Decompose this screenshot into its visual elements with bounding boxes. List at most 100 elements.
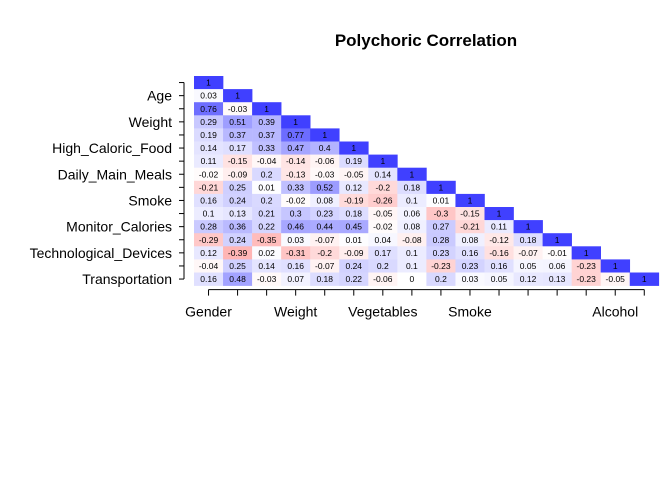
cell-value-label: 0.03 <box>287 235 304 245</box>
heatmap-cell <box>194 128 224 142</box>
cell-value-label: -0.23 <box>576 274 596 284</box>
heatmap-cell <box>252 246 282 260</box>
cell-value-label: -0.03 <box>315 169 335 179</box>
heatmap-cell <box>339 272 369 286</box>
heatmap-cell <box>426 259 456 273</box>
y-tick-label: Smoke <box>128 192 172 208</box>
cell-value-label: -0.39 <box>228 248 248 258</box>
cell-value-label: 0.22 <box>258 222 275 232</box>
x-tick-label: Smoke <box>448 304 492 320</box>
cell-value-label: 0.27 <box>433 222 450 232</box>
heatmap-cell <box>513 220 543 234</box>
cell-value-label: 0.12 <box>200 248 217 258</box>
heatmap-cell <box>310 246 340 260</box>
heatmap-cell <box>281 115 311 129</box>
heatmap-cell <box>368 246 398 260</box>
cell-value-label: 0.14 <box>375 169 392 179</box>
heatmap-cell <box>426 193 456 208</box>
cell-value-label: -0.31 <box>286 248 306 258</box>
cell-value-label: 0.23 <box>462 261 479 271</box>
heatmap-cell <box>310 154 340 168</box>
heatmap-cell <box>223 154 253 168</box>
cell-value-label: 0.19 <box>200 130 217 140</box>
heatmap-cell <box>310 141 340 155</box>
heatmap-cell <box>397 207 427 221</box>
cell-value-label: -0.09 <box>344 248 364 258</box>
heatmap-cell <box>310 167 340 182</box>
cell-value-label: 0.06 <box>549 261 566 271</box>
y-tick-label: Daily_Main_Meals <box>58 166 172 182</box>
cell-value-label: -0.06 <box>315 156 335 166</box>
cell-value-label: 0.1 <box>406 195 418 205</box>
heatmap-cell <box>397 220 427 234</box>
heatmap-cell <box>339 220 369 234</box>
cell-value-label: 0.16 <box>200 195 217 205</box>
cell-value-label: -0.12 <box>489 235 509 245</box>
cell-value-label: 1 <box>584 248 589 258</box>
cell-value-label: 0.18 <box>404 182 421 192</box>
cell-value-label: 0.33 <box>258 143 275 153</box>
cell-value-label: 0.18 <box>316 274 333 284</box>
heatmap-cell <box>194 167 224 182</box>
cell-value-label: 0.52 <box>316 182 333 192</box>
cell-value-label: -0.21 <box>460 222 480 232</box>
heatmap-cell <box>223 220 253 234</box>
cell-value-label: -0.04 <box>199 261 219 271</box>
cell-value-label: 0.07 <box>287 274 304 284</box>
heatmap-cell <box>484 220 514 234</box>
x-tick-label: Gender <box>185 304 232 320</box>
cell-value-label: 0.1 <box>203 209 215 219</box>
cell-value-label: -0.15 <box>460 209 480 219</box>
heatmap-cell <box>310 259 340 273</box>
cell-value-label: 1 <box>439 182 444 192</box>
cell-value-label: 0.36 <box>229 222 246 232</box>
heatmap-cell <box>426 180 456 195</box>
cell-value-label: 1 <box>613 261 618 271</box>
cell-value-label: -0.3 <box>434 209 449 219</box>
heatmap-cell <box>455 272 485 286</box>
heatmap-cell <box>194 89 224 103</box>
cell-value-label: 0.17 <box>375 248 392 258</box>
heatmap-cell <box>426 220 456 234</box>
heatmap-cell <box>223 233 253 247</box>
cell-value-label: 0.22 <box>345 274 362 284</box>
cell-value-label: -0.2 <box>375 182 390 192</box>
cell-value-label: 0.28 <box>200 222 217 232</box>
heatmap-cell <box>339 154 369 168</box>
heatmap-cell <box>455 193 485 208</box>
heatmap-cell <box>513 272 543 286</box>
cell-value-label: 0.21 <box>258 209 275 219</box>
cell-value-label: 0.14 <box>258 261 275 271</box>
y-tick-label: Transportation <box>82 271 172 287</box>
heatmap-cell <box>339 193 369 208</box>
x-tick-label: Vegetables <box>348 304 417 320</box>
heatmap-cell <box>194 272 224 286</box>
cell-value-label: 0.01 <box>345 235 362 245</box>
heatmap-cell <box>542 272 572 286</box>
cell-value-label: -0.02 <box>286 195 306 205</box>
cell-value-label: -0.05 <box>606 274 626 284</box>
heatmap-cell <box>194 154 224 168</box>
heatmap-cell <box>310 233 340 247</box>
cell-value-label: 1 <box>264 104 269 114</box>
cell-value-label: 0.08 <box>404 222 421 232</box>
heatmap-cell <box>281 154 311 168</box>
x-axis: Gender Weight Vegetables Smoke Alcohol <box>185 289 645 320</box>
cell-value-label: 0.05 <box>520 261 537 271</box>
heatmap-cell <box>223 141 253 155</box>
chart-title: Polychoric Correlation <box>335 31 517 50</box>
cell-value-label: -0.02 <box>373 222 393 232</box>
cell-value-label: 0.2 <box>435 274 447 284</box>
heatmap-cell <box>339 246 369 260</box>
heatmap-cell <box>310 272 340 286</box>
cell-value-label: -0.29 <box>199 235 219 245</box>
cell-value-label: -0.2 <box>317 248 332 258</box>
cell-value-label: 1 <box>322 130 327 140</box>
heatmap-cell <box>281 193 311 208</box>
cell-value-label: -0.08 <box>402 235 422 245</box>
heatmap-cell <box>571 246 601 260</box>
heatmap-cell <box>252 233 282 247</box>
cell-value-label: 0.76 <box>200 104 217 114</box>
cell-value-label: 0.44 <box>316 222 333 232</box>
